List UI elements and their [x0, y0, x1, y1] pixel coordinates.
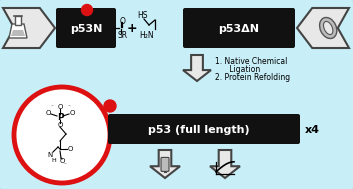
Text: ⁻: ⁻ — [50, 105, 53, 111]
Ellipse shape — [323, 21, 333, 35]
Text: p53N: p53N — [70, 24, 102, 34]
Text: O: O — [67, 146, 73, 152]
FancyBboxPatch shape — [161, 157, 169, 171]
Ellipse shape — [319, 17, 337, 39]
Polygon shape — [11, 30, 25, 36]
Bar — [15, 16, 21, 25]
Text: ⁻: ⁻ — [67, 105, 71, 111]
Text: O: O — [57, 104, 63, 110]
FancyBboxPatch shape — [56, 8, 116, 48]
Text: Ligation: Ligation — [215, 64, 260, 74]
Circle shape — [104, 100, 116, 112]
Polygon shape — [150, 150, 180, 178]
Text: HS: HS — [137, 11, 147, 19]
Polygon shape — [9, 24, 27, 38]
Text: p53 (full length): p53 (full length) — [148, 125, 249, 135]
Text: p53ΔN: p53ΔN — [219, 24, 259, 34]
Text: x4: x4 — [305, 125, 319, 135]
Text: P: P — [57, 112, 63, 122]
Text: 2. Protein Refolding: 2. Protein Refolding — [215, 73, 290, 81]
Circle shape — [82, 5, 92, 15]
Text: O: O — [120, 16, 126, 26]
Text: N: N — [47, 152, 53, 158]
Text: H₂N: H₂N — [140, 30, 154, 40]
Text: 1. Native Chemical: 1. Native Chemical — [215, 57, 287, 66]
Text: H: H — [52, 157, 56, 163]
Polygon shape — [210, 150, 240, 178]
Polygon shape — [183, 55, 211, 81]
Polygon shape — [297, 8, 349, 48]
FancyBboxPatch shape — [108, 114, 300, 144]
Circle shape — [14, 87, 110, 183]
Text: O: O — [69, 110, 75, 116]
FancyBboxPatch shape — [183, 8, 295, 48]
Text: ⁻: ⁻ — [64, 163, 66, 169]
Text: +: + — [127, 22, 137, 36]
Text: O: O — [59, 158, 65, 164]
Polygon shape — [3, 8, 55, 48]
Text: O: O — [45, 110, 51, 116]
Text: SR: SR — [118, 30, 128, 40]
Text: O: O — [57, 122, 63, 128]
